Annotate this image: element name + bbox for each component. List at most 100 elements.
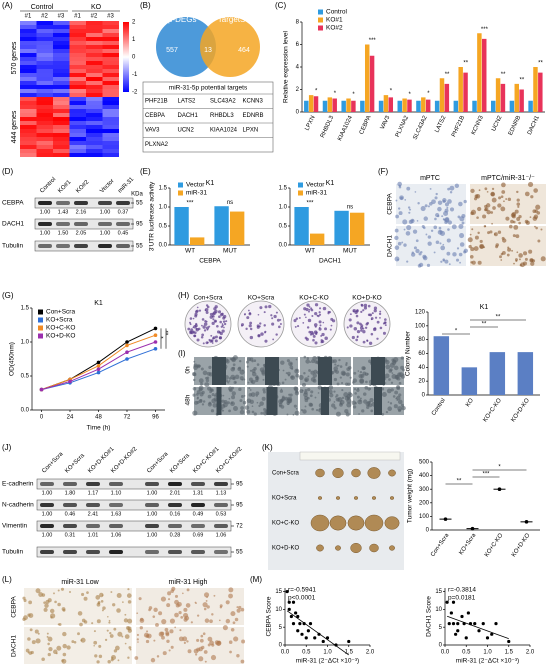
cell bbox=[229, 650, 232, 654]
cell bbox=[396, 395, 401, 401]
heat-cell bbox=[102, 33, 119, 37]
band bbox=[74, 201, 88, 205]
colony bbox=[359, 326, 364, 330]
row-label: Tubulin bbox=[2, 549, 23, 556]
cell bbox=[308, 369, 311, 372]
cell bbox=[239, 409, 245, 415]
cell bbox=[495, 245, 499, 249]
row-label: N-cadherin bbox=[2, 502, 34, 509]
colony bbox=[273, 314, 277, 319]
wound-gap bbox=[374, 387, 382, 415]
band bbox=[40, 482, 54, 486]
cell bbox=[243, 378, 246, 381]
heat-cell bbox=[69, 125, 86, 129]
cell bbox=[403, 228, 406, 231]
heat-cell bbox=[102, 69, 119, 73]
dot bbox=[470, 526, 475, 531]
heat-cell bbox=[36, 113, 53, 117]
cell bbox=[194, 601, 197, 604]
cell bbox=[246, 409, 251, 414]
colony bbox=[355, 338, 358, 342]
point bbox=[153, 347, 158, 351]
cell bbox=[408, 208, 412, 211]
heat-cell bbox=[86, 109, 103, 113]
cell bbox=[286, 413, 289, 416]
cell bbox=[352, 381, 355, 384]
x-tick-label: MUT bbox=[223, 248, 237, 255]
heat-cell bbox=[53, 21, 70, 25]
cell bbox=[307, 396, 310, 400]
cell bbox=[169, 629, 174, 634]
point bbox=[289, 614, 293, 619]
cell bbox=[233, 406, 239, 412]
colorbar bbox=[123, 22, 129, 92]
legend-label: Con+Scra bbox=[46, 309, 75, 316]
colony bbox=[194, 312, 198, 316]
cell bbox=[228, 640, 233, 644]
cell bbox=[22, 617, 26, 622]
quantification: 0.16 bbox=[170, 511, 181, 517]
cell bbox=[38, 592, 44, 597]
colony bbox=[321, 332, 325, 337]
colony bbox=[382, 322, 385, 325]
cell bbox=[164, 627, 169, 632]
heat-cell bbox=[20, 21, 37, 25]
x-tick-label: 1.0 bbox=[483, 650, 492, 656]
cell bbox=[93, 644, 95, 647]
table-cell: PLXNA2 bbox=[145, 142, 169, 148]
cell bbox=[422, 255, 428, 261]
colony bbox=[329, 328, 332, 331]
regression-line bbox=[446, 615, 509, 640]
heat-cell bbox=[69, 105, 86, 109]
quantification: 1.00 bbox=[40, 230, 51, 236]
cell bbox=[228, 587, 234, 593]
y-tick-label: 5 bbox=[439, 625, 443, 631]
cell bbox=[340, 403, 342, 406]
y-tick-label: 2 bbox=[296, 87, 300, 93]
band bbox=[191, 524, 205, 528]
cell bbox=[517, 205, 520, 208]
cell bbox=[531, 259, 536, 263]
heat-cell bbox=[20, 117, 37, 121]
colony bbox=[223, 326, 225, 329]
colony bbox=[318, 311, 321, 314]
cell bbox=[467, 237, 473, 243]
cell bbox=[248, 387, 251, 390]
cell bbox=[338, 358, 341, 362]
cell bbox=[79, 622, 83, 627]
heat-cell bbox=[20, 33, 37, 37]
tumor bbox=[315, 468, 325, 478]
cell bbox=[394, 245, 400, 250]
cell bbox=[345, 412, 350, 417]
heat-cell bbox=[102, 89, 119, 93]
cell bbox=[240, 395, 244, 398]
colony bbox=[193, 331, 197, 335]
cell bbox=[401, 406, 406, 411]
regression-line bbox=[286, 610, 349, 656]
point bbox=[451, 622, 456, 626]
cell bbox=[195, 653, 198, 656]
colony bbox=[189, 321, 191, 324]
cell bbox=[289, 393, 293, 397]
band bbox=[191, 503, 205, 507]
cell bbox=[412, 229, 418, 234]
row-label: DACH1 bbox=[2, 221, 24, 228]
cell bbox=[303, 390, 308, 395]
cell bbox=[110, 591, 113, 594]
cell bbox=[500, 206, 506, 212]
cell bbox=[333, 390, 336, 393]
cell bbox=[46, 635, 49, 638]
cell bbox=[108, 621, 111, 624]
bar bbox=[425, 99, 431, 112]
band bbox=[168, 482, 182, 486]
cell bbox=[402, 368, 405, 372]
colony bbox=[370, 332, 374, 336]
heat-cell bbox=[20, 81, 37, 85]
heat-cell bbox=[69, 29, 86, 33]
cell bbox=[446, 238, 451, 243]
cell bbox=[192, 410, 198, 416]
colorbar-tick: -1 bbox=[132, 72, 138, 78]
colony bbox=[210, 334, 213, 337]
cell bbox=[236, 606, 239, 609]
heat-cell bbox=[86, 149, 103, 153]
